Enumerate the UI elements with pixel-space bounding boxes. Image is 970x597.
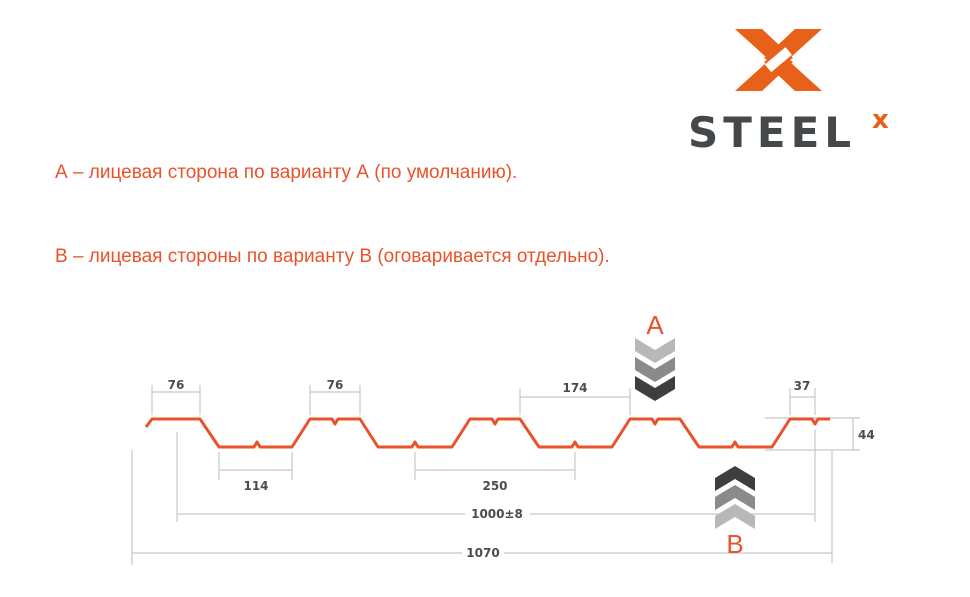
dim-height: 44 xyxy=(858,428,875,442)
sheet-profile xyxy=(144,417,830,449)
dim-useful-width: 1000±8 xyxy=(471,507,523,521)
dim-pitch: 250 xyxy=(482,479,507,493)
dim-gap: 174 xyxy=(562,381,587,395)
dim-top-flange-left: 76 xyxy=(168,378,185,392)
variant-a-description: А – лицевая сторона по варианту А (по ум… xyxy=(55,162,518,183)
dim-total-width: 1070 xyxy=(466,546,499,560)
dim-bottom-flange: 114 xyxy=(243,479,268,493)
logo-x-mark xyxy=(735,29,822,91)
side-a-arrows-icon xyxy=(635,338,675,401)
side-b-arrows-icon xyxy=(715,466,755,529)
logo-superscript: x xyxy=(872,105,889,135)
variant-b-description: В – лицевая стороны по варианту В (огова… xyxy=(55,246,610,267)
dim-edge: 37 xyxy=(794,379,811,393)
steelx-logo: STEEL x xyxy=(688,29,889,157)
side-a-label: A xyxy=(646,310,664,340)
side-b-label: B xyxy=(726,529,743,559)
logo-text: STEEL xyxy=(688,108,856,157)
dimension-lines xyxy=(131,385,860,565)
dim-top-flange-second: 76 xyxy=(327,378,344,392)
